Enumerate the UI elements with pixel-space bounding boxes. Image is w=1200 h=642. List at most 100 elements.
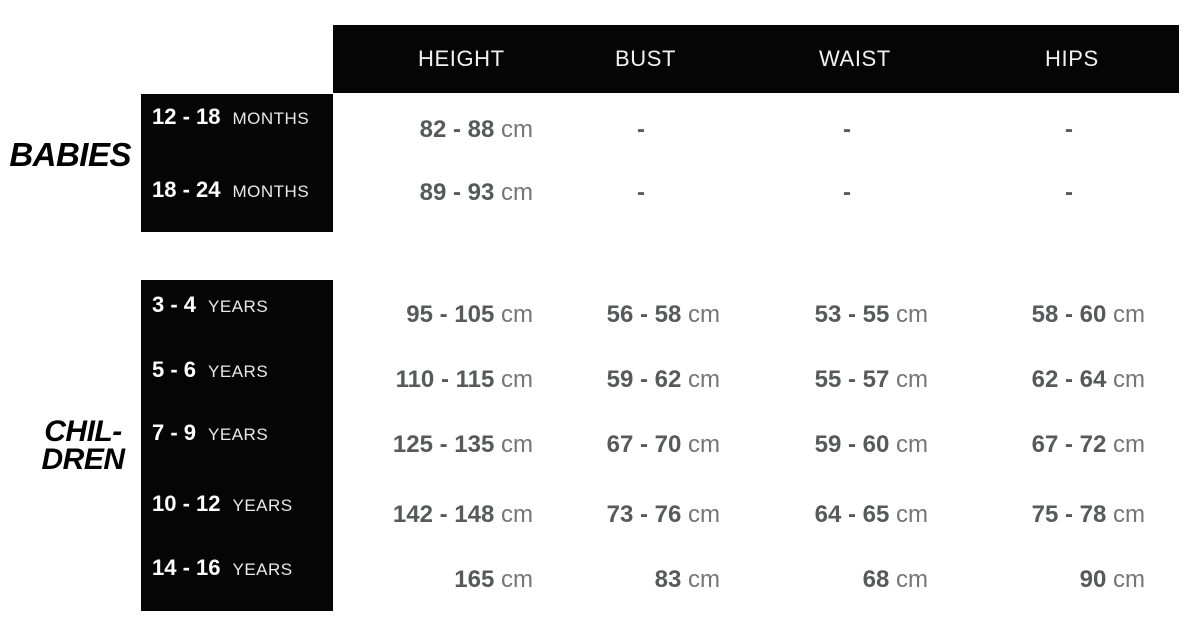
value-cell-height: 165 cm bbox=[353, 566, 533, 594]
value-cell-bust: 83 cm bbox=[540, 566, 720, 594]
value-number: 67 - 70 bbox=[606, 431, 682, 458]
age-unit: YEARS bbox=[208, 297, 269, 316]
value-number: 142 - 148 bbox=[392, 501, 495, 528]
age-unit: YEARS bbox=[208, 362, 269, 381]
age-row-children-4: 14 - 16 YEARS bbox=[152, 555, 293, 584]
value-unit: cm bbox=[1113, 301, 1145, 328]
value-cell-waist: 68 cm bbox=[748, 566, 928, 594]
column-header-bust: BUST bbox=[615, 46, 677, 71]
value-cell-waist: 53 - 55 cm bbox=[748, 301, 928, 329]
value-cell-waist: 59 - 60 cm bbox=[748, 431, 928, 459]
age-row-children-2: 7 - 9 YEARS bbox=[152, 420, 268, 449]
value-unit: cm bbox=[501, 179, 533, 206]
value-cell-hips-empty: - bbox=[1065, 179, 1073, 206]
value-unit: cm bbox=[501, 116, 533, 143]
value-number: 83 bbox=[654, 566, 682, 593]
value-unit: cm bbox=[501, 431, 533, 458]
value-unit: cm bbox=[1113, 501, 1145, 528]
value-unit: cm bbox=[1113, 566, 1145, 593]
value-unit: cm bbox=[896, 501, 928, 528]
value-cell-hips: 58 - 60 cm bbox=[965, 301, 1145, 329]
age-unit: MONTHS bbox=[232, 182, 310, 201]
value-number: 55 - 57 bbox=[814, 366, 890, 393]
value-cell-height: 95 - 105 cm bbox=[353, 301, 533, 329]
value-cell-bust-empty: - bbox=[637, 179, 645, 206]
value-unit: cm bbox=[501, 366, 533, 393]
age-range: 7 - 9 bbox=[152, 420, 197, 445]
age-range: 14 - 16 bbox=[152, 555, 221, 580]
value-unit: cm bbox=[688, 566, 720, 593]
value-number: 90 bbox=[1079, 566, 1107, 593]
age-range: 5 - 6 bbox=[152, 357, 197, 382]
value-number: 53 - 55 bbox=[814, 301, 890, 328]
value-cell-bust: 56 - 58 cm bbox=[540, 301, 720, 329]
group-label-children: CHIL- DREN bbox=[35, 415, 131, 476]
value-unit: cm bbox=[688, 301, 720, 328]
value-cell-height: 110 - 115 cm bbox=[353, 366, 533, 394]
age-unit: YEARS bbox=[232, 496, 293, 515]
value-cell-bust: 67 - 70 cm bbox=[540, 431, 720, 459]
value-unit: cm bbox=[896, 566, 928, 593]
age-unit: YEARS bbox=[232, 560, 293, 579]
value-cell-waist: 64 - 65 cm bbox=[748, 501, 928, 529]
value-cell-height: 89 - 93 cm bbox=[353, 179, 533, 207]
value-cell-bust: 59 - 62 cm bbox=[540, 366, 720, 394]
column-header-bar: HEIGHT BUST WAIST HIPS bbox=[333, 25, 1179, 93]
value-unit: cm bbox=[501, 501, 533, 528]
value-number: 67 - 72 bbox=[1031, 431, 1107, 458]
value-number: 89 - 93 bbox=[419, 179, 495, 206]
age-unit: MONTHS bbox=[232, 109, 310, 128]
value-cell-hips: 62 - 64 cm bbox=[965, 366, 1145, 394]
value-unit: cm bbox=[501, 301, 533, 328]
value-number: 125 - 135 bbox=[392, 431, 495, 458]
age-row-children-1: 5 - 6 YEARS bbox=[152, 357, 268, 386]
age-range: 18 - 24 bbox=[152, 177, 221, 202]
value-cell-hips: 67 - 72 cm bbox=[965, 431, 1145, 459]
value-unit: cm bbox=[896, 366, 928, 393]
value-unit: cm bbox=[501, 566, 533, 593]
age-row-babies-0: 12 - 18 MONTHS bbox=[152, 104, 309, 133]
value-number: 64 - 65 bbox=[814, 501, 890, 528]
column-header-hips: HIPS bbox=[1045, 46, 1099, 71]
value-cell-height: 82 - 88 cm bbox=[353, 116, 533, 144]
age-range: 10 - 12 bbox=[152, 491, 221, 516]
value-number: 73 - 76 bbox=[606, 501, 682, 528]
value-unit: cm bbox=[688, 501, 720, 528]
age-range: 3 - 4 bbox=[152, 292, 197, 317]
group-label-children-line1: CHIL- bbox=[44, 415, 122, 448]
age-row-children-0: 3 - 4 YEARS bbox=[152, 292, 268, 321]
value-unit: cm bbox=[896, 301, 928, 328]
value-number: 82 - 88 bbox=[419, 116, 495, 143]
value-number: 75 - 78 bbox=[1031, 501, 1107, 528]
value-cell-bust: 73 - 76 cm bbox=[540, 501, 720, 529]
children-age-panel: 3 - 4 YEARS 5 - 6 YEARS 7 - 9 YEARS 10 - 12… bbox=[141, 280, 333, 611]
column-header-waist: WAIST bbox=[819, 46, 891, 71]
value-number: 110 - 115 bbox=[395, 366, 495, 393]
value-number: 62 - 64 bbox=[1031, 366, 1107, 393]
value-cell-hips-empty: - bbox=[1065, 116, 1073, 143]
value-unit: cm bbox=[1113, 431, 1145, 458]
value-cell-hips: 75 - 78 cm bbox=[965, 501, 1145, 529]
value-cell-height: 142 - 148 cm bbox=[353, 501, 533, 529]
value-cell-height: 125 - 135 cm bbox=[353, 431, 533, 459]
value-cell-waist: 55 - 57 cm bbox=[748, 366, 928, 394]
value-cell-waist-empty: - bbox=[843, 116, 851, 143]
age-range: 12 - 18 bbox=[152, 104, 221, 129]
value-number: 165 bbox=[454, 566, 495, 593]
value-unit: cm bbox=[688, 366, 720, 393]
value-number: 59 - 62 bbox=[606, 366, 682, 393]
value-number: 95 - 105 bbox=[406, 301, 495, 328]
babies-age-panel: 12 - 18 MONTHS 18 - 24 MONTHS bbox=[141, 94, 333, 232]
value-number: 56 - 58 bbox=[606, 301, 682, 328]
group-label-children-line2: DREN bbox=[41, 443, 125, 476]
value-number: 68 bbox=[862, 566, 890, 593]
age-row-children-3: 10 - 12 YEARS bbox=[152, 491, 293, 520]
group-label-babies: BABIES bbox=[9, 136, 131, 173]
age-row-babies-1: 18 - 24 MONTHS bbox=[152, 177, 309, 206]
value-cell-waist-empty: - bbox=[843, 179, 851, 206]
value-number: 59 - 60 bbox=[814, 431, 890, 458]
column-header-height: HEIGHT bbox=[418, 46, 505, 71]
value-cell-bust-empty: - bbox=[637, 116, 645, 143]
value-number: 58 - 60 bbox=[1031, 301, 1107, 328]
